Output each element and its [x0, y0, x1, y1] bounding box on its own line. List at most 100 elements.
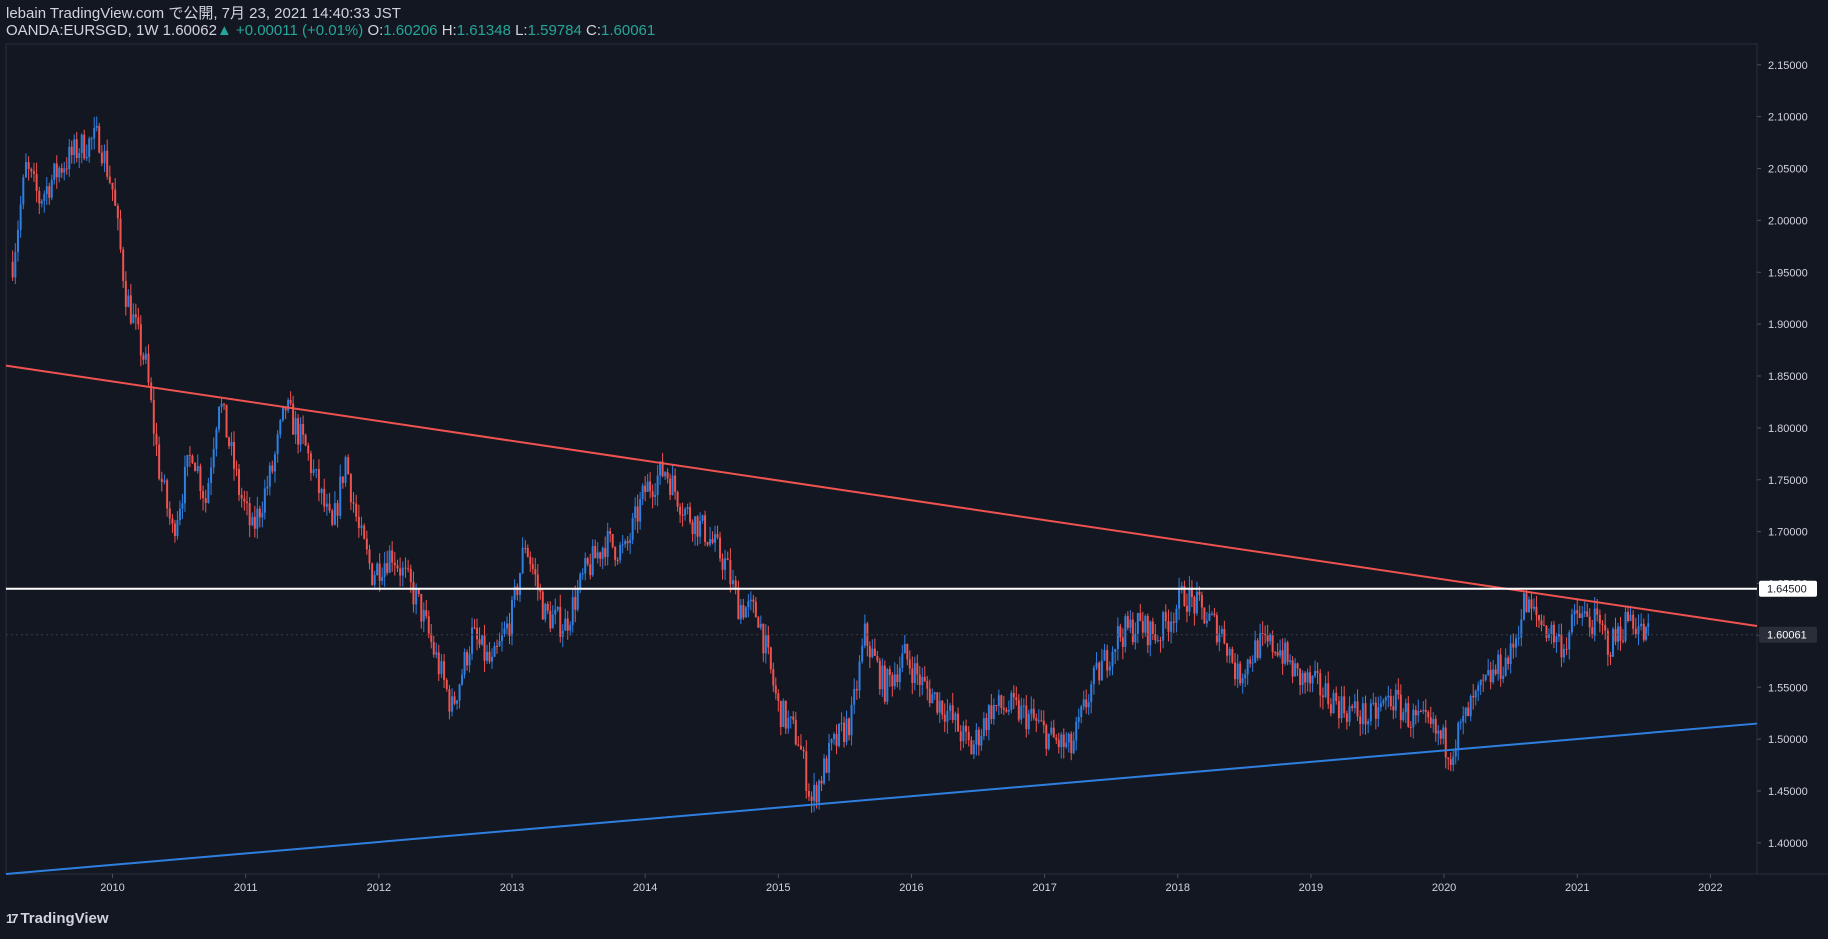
- candle-body: [304, 434, 307, 446]
- candle-body: [471, 627, 474, 654]
- candle-body: [636, 506, 639, 522]
- candle-body: [789, 716, 792, 719]
- candle-body: [959, 731, 962, 742]
- candle-body: [1100, 660, 1103, 681]
- candle-body: [352, 502, 355, 504]
- support-trendline[interactable]: [5, 722, 1758, 875]
- candle-body: [666, 472, 669, 479]
- candle-body: [1032, 708, 1035, 719]
- time-axis[interactable]: 2010 2011 2012 2013 2014 2015 2016 2017 2018 2019…: [100, 874, 1723, 894]
- candle-body: [621, 544, 624, 546]
- candle-body: [1012, 692, 1015, 698]
- candle-body: [749, 599, 752, 602]
- candle-body: [339, 476, 342, 516]
- candle-body: [1477, 685, 1480, 691]
- candle-body: [415, 589, 418, 605]
- candle-body: [1203, 607, 1206, 624]
- candle-body: [566, 618, 569, 631]
- candle-body: [840, 722, 843, 724]
- candle-body: [1080, 706, 1083, 718]
- candle-body: [88, 138, 91, 157]
- candle-body: [325, 503, 328, 507]
- candle-body: [19, 204, 22, 230]
- candle-body: [404, 567, 407, 569]
- publish-info: lebain TradingView.com で公開, 7月 23, 2021 …: [6, 5, 401, 22]
- candle-body: [571, 597, 574, 625]
- candle-body: [908, 659, 911, 669]
- symbol-legend[interactable]: OANDA:EURSGD, 1W 1.60062▲ +0.00011 (+0.0…: [6, 22, 655, 39]
- candle-body: [266, 486, 269, 489]
- candle-body: [669, 478, 672, 495]
- candle-body: [1609, 654, 1612, 657]
- candle-body: [661, 461, 664, 477]
- candle-body: [478, 639, 481, 645]
- candle-body: [513, 586, 516, 600]
- candle-body: [524, 547, 527, 549]
- candle-body: [468, 653, 471, 666]
- candle-body: [183, 466, 186, 504]
- candle-body: [1040, 720, 1043, 722]
- candle-body: [599, 552, 602, 559]
- candle-body: [1588, 616, 1591, 628]
- candle-body: [396, 565, 399, 569]
- candle-body: [1284, 642, 1287, 664]
- candle-body: [1384, 697, 1387, 701]
- candle-body: [1007, 710, 1010, 712]
- candle-body: [48, 186, 51, 198]
- candle-body: [235, 468, 238, 470]
- candle-body: [445, 679, 448, 690]
- candle-body: [825, 758, 828, 773]
- candle-body: [729, 560, 732, 585]
- candle-body: [928, 688, 931, 704]
- candle-body: [706, 542, 709, 545]
- candle-body: [287, 399, 290, 411]
- candle-body: [1126, 616, 1129, 628]
- candle-body: [417, 589, 420, 595]
- candle-body: [624, 541, 627, 545]
- candle-body: [696, 516, 699, 537]
- candle-body: [40, 200, 43, 204]
- candle-body: [1085, 699, 1088, 708]
- price-tick-label: 2.15000: [1768, 60, 1808, 72]
- candle-body: [476, 627, 479, 640]
- candle-body: [807, 790, 810, 797]
- candle-body: [299, 424, 302, 445]
- logo-text: TradingView: [20, 910, 109, 927]
- candle-body: [1642, 623, 1645, 640]
- candle-body: [936, 692, 939, 713]
- candle-body: [1372, 702, 1375, 704]
- candle-body: [911, 668, 914, 683]
- candle-body: [1075, 721, 1078, 741]
- candle-body: [1183, 585, 1186, 606]
- candle-body: [977, 729, 980, 746]
- candle-body: [181, 503, 184, 509]
- candle-body: [848, 718, 851, 736]
- candle-body: [1261, 633, 1264, 635]
- candle-body: [769, 647, 772, 670]
- drawing-lines[interactable]: [5, 364, 1758, 875]
- resistance-trendline[interactable]: [5, 364, 1758, 628]
- candle-body: [1062, 734, 1065, 748]
- candle-body: [139, 324, 142, 356]
- candle-body: [516, 586, 519, 595]
- candle-body: [1387, 695, 1390, 698]
- candle-body: [1259, 633, 1262, 658]
- candle-body: [448, 689, 451, 712]
- candle-body: [699, 520, 702, 537]
- candle-body: [576, 588, 579, 610]
- candle-body: [171, 518, 174, 524]
- candle-body: [440, 661, 443, 675]
- candle-body: [891, 675, 894, 687]
- candle-body: [1452, 756, 1455, 765]
- candle-body: [835, 733, 838, 746]
- candle-body: [1454, 748, 1457, 757]
- candle-body: [1329, 704, 1332, 714]
- candle-body: [1377, 707, 1380, 719]
- candle-body: [1188, 587, 1191, 612]
- candle-body: [1000, 695, 1003, 709]
- candle-body: [858, 661, 861, 691]
- tradingview-logo[interactable]: 17 TradingView: [6, 910, 109, 927]
- price-axis[interactable]: 1.400001.450001.500001.550001.600001.650…: [1757, 60, 1808, 850]
- candle-body: [569, 624, 572, 631]
